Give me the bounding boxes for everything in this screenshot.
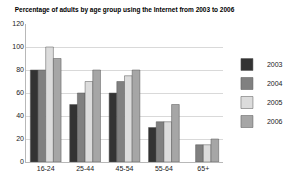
svg-text:120: 120 [12, 20, 24, 27]
svg-text:2005: 2005 [267, 99, 283, 106]
svg-text:20: 20 [16, 135, 24, 142]
svg-text:2006: 2006 [267, 118, 283, 125]
svg-text:55-64: 55-64 [155, 165, 173, 172]
svg-text:100: 100 [12, 43, 24, 50]
svg-text:2003: 2003 [267, 61, 283, 68]
svg-text:80: 80 [16, 66, 24, 73]
svg-text:65+: 65+ [197, 165, 209, 172]
svg-text:45-54: 45-54 [116, 165, 134, 172]
svg-text:2004: 2004 [267, 80, 283, 87]
svg-text:16-24: 16-24 [37, 165, 55, 172]
svg-text:60: 60 [16, 89, 24, 96]
svg-text:Percentage of adults by age gr: Percentage of adults by age group using … [15, 6, 235, 14]
svg-text:0: 0 [20, 158, 24, 165]
svg-text:40: 40 [16, 112, 24, 119]
svg-text:25-44: 25-44 [76, 165, 94, 172]
